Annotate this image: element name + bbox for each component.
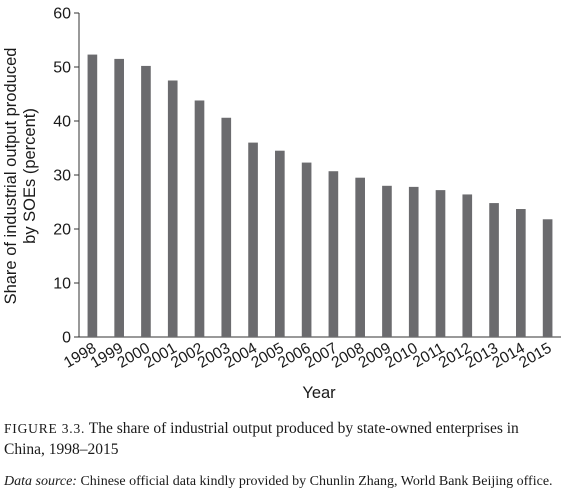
bar [168, 81, 178, 338]
data-source-text: Chinese official data kindly provided by… [80, 474, 552, 489]
bar [409, 187, 419, 337]
y-axis-title-line-2: by SOEs (percent) [21, 108, 39, 244]
bar [489, 203, 499, 337]
bar [195, 100, 205, 337]
bar [114, 59, 124, 337]
x-axis: 1998199920002001200220032004200520062007… [61, 337, 561, 372]
chart: 0 10 20 30 40 50 60 19981999200020012002200320… [0, 0, 567, 400]
y-tick-label: 40 [53, 114, 71, 131]
bar [543, 219, 553, 337]
y-tick-label: 10 [53, 276, 71, 293]
y-axis-title-line-1: Share of industrial output produced [2, 48, 20, 305]
y-axis: 0 10 20 30 40 50 60 [53, 6, 79, 347]
bar [516, 209, 526, 337]
bar [436, 190, 446, 337]
bars [88, 55, 553, 337]
y-tick-label: 30 [53, 168, 71, 185]
x-axis-title: Year [302, 384, 336, 400]
y-tick-label: 50 [53, 60, 71, 77]
bar [248, 143, 258, 337]
bar [302, 163, 312, 337]
figure-label: FIGURE 3.3. [4, 421, 85, 436]
bar [382, 186, 392, 337]
figure-caption: FIGURE 3.3. The share of industrial outp… [4, 418, 562, 460]
bar [329, 171, 339, 337]
bar [88, 55, 98, 337]
bar [462, 194, 472, 337]
bar [221, 118, 231, 337]
bar [355, 178, 365, 337]
data-source-label: Data source: [4, 474, 77, 489]
y-tick-label: 0 [62, 330, 71, 347]
y-tick-label: 20 [53, 222, 71, 239]
bar [141, 66, 151, 337]
data-source-note: Data source: Chinese official data kindl… [4, 473, 564, 491]
bar [275, 151, 285, 337]
y-tick-label: 60 [53, 6, 71, 23]
